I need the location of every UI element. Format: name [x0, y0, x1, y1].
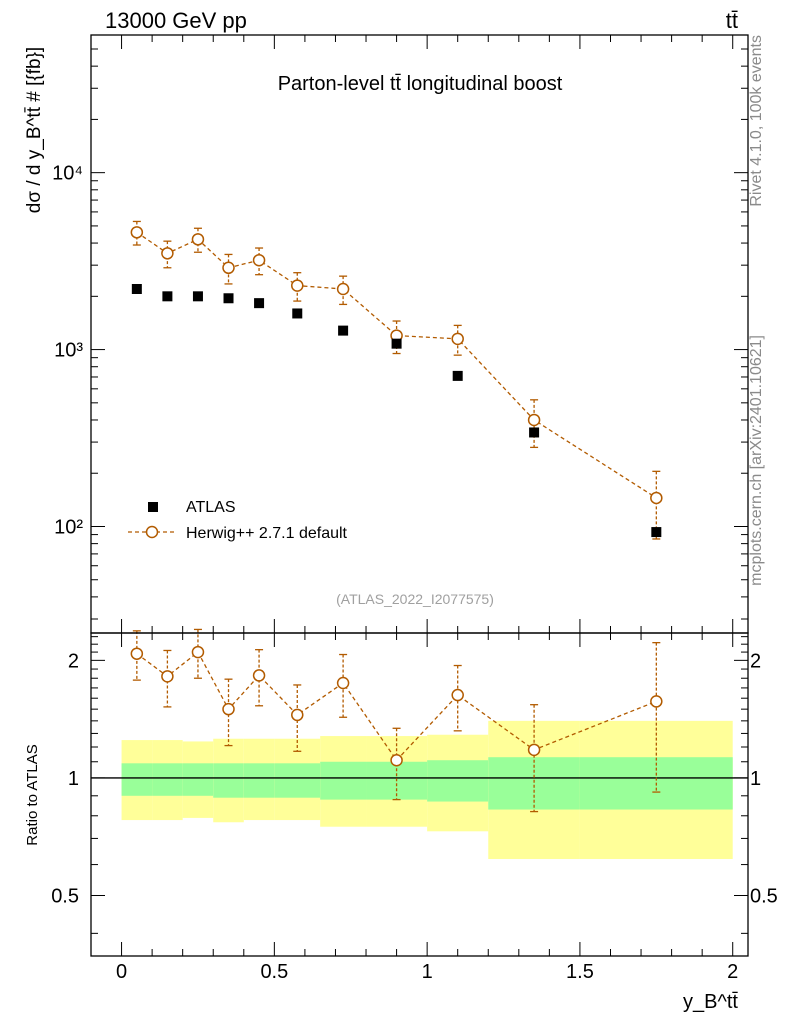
legend-marker-herwig: [145, 525, 159, 539]
ratio-y-tick-label-right: 0.5: [750, 886, 778, 908]
herwig-point: [191, 233, 205, 246]
atlas-data-point: [254, 298, 265, 309]
main-y-tick-label: 10⁴: [52, 163, 83, 185]
main-chart-title: Parton-level tt̄ longitudinal boost: [278, 73, 563, 95]
header-right-label: tt̄: [726, 8, 738, 33]
ratio-y-tick-label-right: 1: [750, 768, 761, 790]
main-y-axis-label: dσ / d y_B^tt̄ # [{fb}]: [24, 47, 45, 213]
atlas-data-point: [529, 427, 540, 438]
ratio-band-inner: [427, 760, 489, 802]
ratio-plot-frame: [90, 632, 749, 957]
atlas-data-point: [391, 338, 402, 349]
ratio-band-inner: [182, 763, 214, 796]
herwig-point: [130, 226, 144, 239]
ratio-band-inner: [121, 763, 153, 796]
x-tick-label: 1: [422, 961, 433, 983]
ratio-bands-layer: [121, 720, 733, 860]
rivet-side-label: Rivet 4.1.0, 100k events: [748, 35, 765, 207]
ratio-series-line: [136, 651, 657, 762]
reference-label: (ATLAS_2022_I2077575): [336, 591, 494, 607]
legend: ATLAS Herwig++ 2.7.1 default: [128, 499, 348, 542]
ratio-point: [291, 708, 304, 722]
herwig-point: [252, 253, 266, 267]
herwig-point: [451, 332, 464, 346]
x-tick-label: 1.5: [566, 961, 594, 983]
legend-label-herwig: Herwig++ 2.7.1 default: [186, 525, 348, 542]
x-axis-label: y_B^tt̄: [683, 991, 738, 1013]
ratio-point: [161, 670, 174, 683]
header-left-label: 13000 GeV pp: [105, 8, 247, 33]
herwig-point: [291, 279, 304, 292]
herwig-point: [527, 413, 541, 427]
ratio-point: [650, 695, 663, 708]
atlas-data-point: [162, 291, 173, 302]
atlas-data-point: [223, 293, 234, 304]
ratio-band-inner: [274, 763, 321, 798]
ratio-y-tick-label-left: 1: [68, 768, 79, 790]
main-plot-frame: [90, 34, 749, 634]
atlas-data-point: [131, 283, 142, 294]
ratio-point: [527, 743, 541, 757]
atlas-data-point: [338, 325, 349, 336]
source-side-label: mcplots.cern.ch [arXiv:2401.10621]: [748, 335, 765, 586]
x-tick-label: 0: [116, 961, 127, 983]
ratio-point: [191, 645, 205, 659]
ratio-point: [222, 702, 235, 716]
ratio-point: [252, 669, 266, 682]
ratio-y-tick-label-right: 2: [750, 650, 761, 672]
atlas-data-point: [192, 291, 203, 302]
main-y-tick-label: 10³: [54, 340, 83, 362]
atlas-data-point: [651, 527, 662, 538]
herwig-point: [161, 247, 174, 260]
herwig-point: [222, 261, 235, 275]
atlas-data-point: [452, 370, 463, 381]
ratio-band-inner: [243, 763, 275, 798]
herwig-point: [336, 282, 350, 296]
ratio-point: [336, 676, 350, 690]
ratio-band-inner: [320, 761, 367, 800]
main-y-tick-label: 10²: [54, 516, 83, 538]
ratio-y-axis-label: Ratio to ATLAS: [24, 744, 41, 845]
ratio-band-inner: [213, 763, 244, 798]
herwig-series-line: [136, 231, 657, 499]
ratio-point: [390, 753, 403, 767]
legend-marker-atlas: [148, 502, 158, 512]
herwig-point: [650, 491, 663, 505]
main-plot-layer: 10² 10³ 10⁴: [52, 34, 748, 633]
ratio-y-tick-label-left: 2: [68, 650, 79, 672]
ratio-point: [451, 688, 464, 702]
x-tick-label: 0.5: [260, 961, 288, 983]
ratio-y-tick-label-left: 0.5: [51, 886, 79, 908]
ratio-band-inner: [152, 763, 183, 796]
ratio-point: [130, 647, 144, 660]
legend-label-atlas: ATLAS: [186, 499, 236, 516]
atlas-data-point: [292, 308, 303, 319]
x-tick-label: 2: [727, 961, 738, 983]
